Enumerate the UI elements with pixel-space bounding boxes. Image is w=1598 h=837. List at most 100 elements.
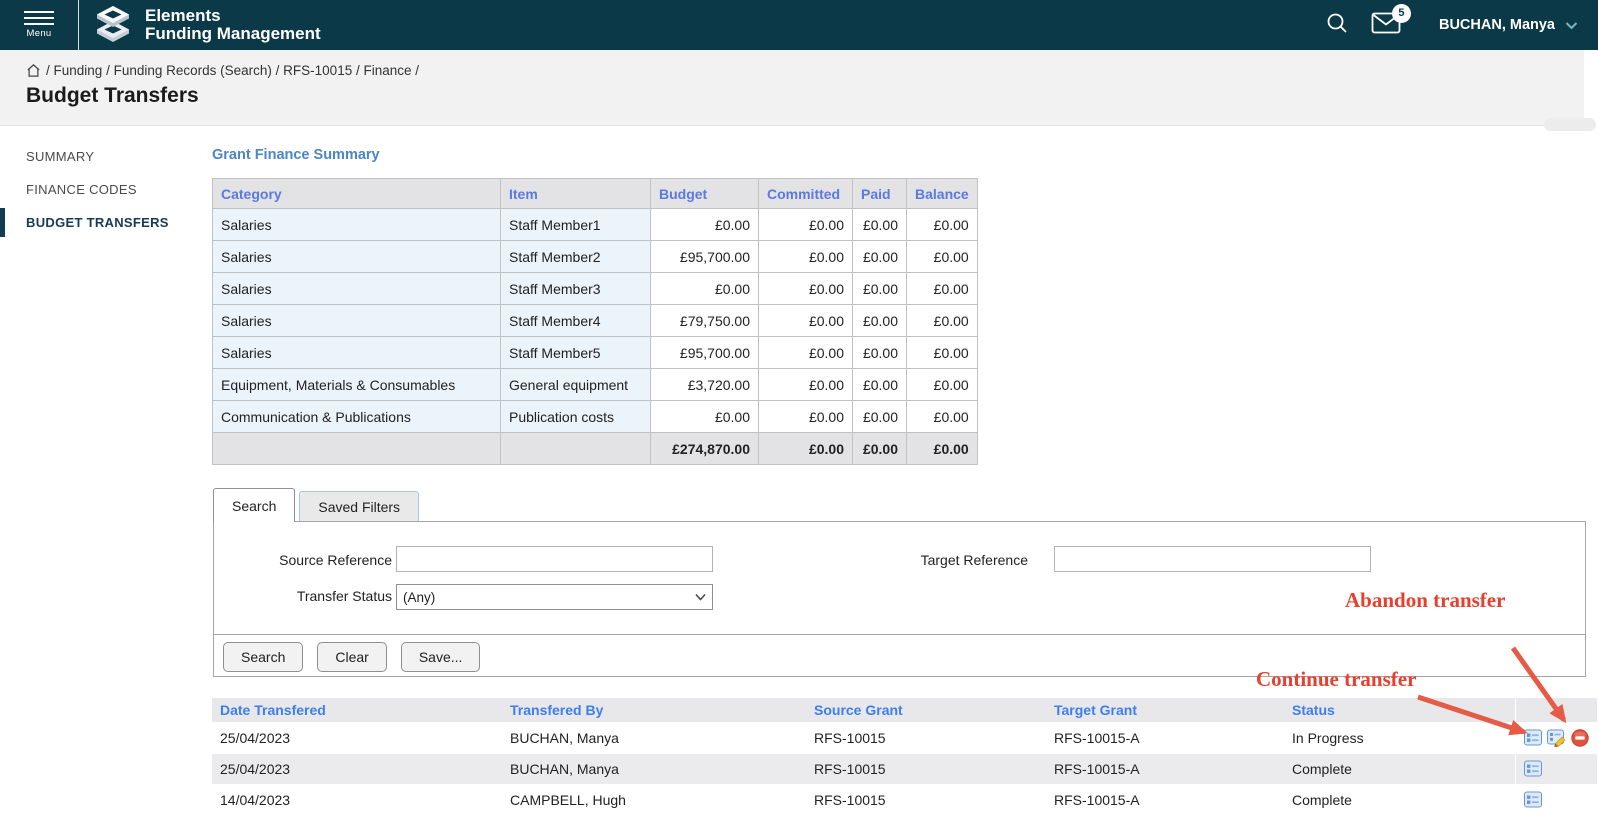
header-divider	[78, 0, 79, 50]
notification-badge: 5	[1391, 3, 1411, 23]
summary-column-category[interactable]: Category	[212, 178, 501, 209]
search-icon[interactable]	[1325, 11, 1349, 40]
view-details-button[interactable]	[1523, 791, 1542, 808]
summary-cell: £0.00	[852, 208, 907, 241]
summary-cell: £79,750.00	[650, 304, 759, 337]
sidebar: SUMMARY FINANCE CODES BUDGET TRANSFERS	[0, 140, 205, 239]
tab-saved-filters[interactable]: Saved Filters	[299, 491, 420, 522]
source-reference-input[interactable]	[396, 546, 713, 572]
summary-cell: Salaries	[212, 208, 501, 241]
summary-cell: Staff Member1	[500, 208, 651, 241]
summary-title: Grant Finance Summary	[212, 147, 380, 163]
transfer-row: 25/04/2023 BUCHAN, Manya RFS-10015 RFS-1001…	[212, 753, 1597, 785]
summary-row: Salaries Staff Member4 £79,750.00 £0.00 £0.0…	[212, 304, 978, 337]
summary-cell: £0.00	[650, 272, 759, 305]
user-name: BUCHAN, Manya	[1438, 17, 1555, 33]
summary-column-item[interactable]: Item	[500, 178, 651, 209]
summary-cell: £0.00	[758, 368, 853, 401]
summary-cell: Salaries	[212, 240, 501, 273]
results-column-source-grant[interactable]: Source Grant	[806, 698, 1046, 723]
target-reference-input[interactable]	[1054, 546, 1371, 572]
summary-cell: Salaries	[212, 336, 501, 369]
summary-cell: £0.00	[906, 336, 978, 369]
summary-cell: £0.00	[906, 400, 978, 433]
target-grant-cell: RFS-10015-A	[1046, 784, 1284, 816]
status-cell: In Progress	[1284, 722, 1515, 754]
sidebar-item-summary[interactable]: SUMMARY	[26, 149, 95, 164]
breadcrumb-separator: /	[102, 63, 114, 78]
source-grant-cell: RFS-10015	[806, 784, 1046, 816]
brand[interactable]: Elements Funding Management	[91, 4, 321, 46]
results-column-target-grant[interactable]: Target Grant	[1046, 698, 1284, 723]
breadcrumb-trail: / Funding / Funding Records (Search) / R…	[46, 63, 419, 78]
summary-cell: Equipment, Materials & Consumables	[212, 368, 501, 401]
summary-cell: Staff Member2	[500, 240, 651, 273]
continue-transfer-button[interactable]	[1546, 729, 1566, 747]
results-column-status[interactable]: Status	[1284, 698, 1515, 723]
breadcrumb: / Funding / Funding Records (Search) / R…	[26, 63, 419, 78]
user-menu[interactable]: BUCHAN, Manya	[1439, 17, 1578, 33]
summary-cell: £0.00	[906, 304, 978, 337]
brand-line2: Funding Management	[145, 24, 321, 43]
menu-button[interactable]: Menu	[0, 0, 78, 50]
app-header: Menu Elements Funding Management	[0, 0, 1598, 50]
summary-cell: Staff Member5	[500, 336, 651, 369]
summary-cell: Staff Member3	[500, 272, 651, 305]
view-details-icon	[1523, 729, 1542, 746]
sidebar-item-finance-codes[interactable]: FINANCE CODES	[26, 182, 137, 197]
results-column-transfered-by[interactable]: Transfered By	[502, 698, 806, 723]
summary-total-row: £274,870.00 £0.00 £0.00 £0.00	[212, 432, 978, 465]
summary-cell: £0.00	[650, 208, 759, 241]
abandon-transfer-button[interactable]	[1570, 728, 1589, 747]
summary-total-cell: £0.00	[852, 432, 907, 465]
results-column-actions	[1514, 698, 1597, 723]
breadcrumb-link[interactable]: Funding	[53, 63, 103, 78]
home-icon[interactable]	[26, 63, 41, 78]
breadcrumb-link[interactable]: RFS-10015	[283, 63, 353, 78]
results-header-row: Date Transfered Transfered By Source Grant…	[212, 698, 1597, 723]
save-button[interactable]: Save...	[400, 642, 481, 672]
transfer-status-select[interactable]: (Any)	[396, 584, 713, 610]
summary-cell: £0.00	[650, 400, 759, 433]
results-column-date-transfered[interactable]: Date Transfered	[212, 698, 502, 723]
search-buttons: Search Clear Save...	[223, 642, 481, 672]
grant-finance-summary-table: Category Item Budget Committed Paid Balance Sa…	[212, 178, 978, 465]
source-grant-cell: RFS-10015	[806, 753, 1046, 785]
summary-row: Communication & Publications Publication …	[212, 400, 978, 433]
summary-cell: Communication & Publications	[212, 400, 501, 433]
breadcrumb-separator: /	[46, 63, 54, 78]
view-details-button[interactable]	[1523, 760, 1542, 777]
abandon-transfer-icon	[1570, 728, 1589, 747]
summary-column-paid[interactable]: Paid	[852, 178, 907, 209]
summary-column-balance[interactable]: Balance	[906, 178, 978, 209]
view-details-button[interactable]	[1523, 729, 1542, 746]
summary-cell: £0.00	[906, 368, 978, 401]
search-button[interactable]: Search	[223, 642, 304, 672]
summary-total-cell	[212, 432, 501, 465]
view-details-icon	[1523, 760, 1542, 777]
summary-cell: £3,720.00	[650, 368, 759, 401]
summary-column-budget[interactable]: Budget	[650, 178, 759, 209]
tab-search[interactable]: Search	[213, 488, 296, 522]
summary-cell: £0.00	[758, 272, 853, 305]
scrollbar-thumb[interactable]	[1544, 118, 1596, 131]
right-gutter	[1584, 50, 1598, 126]
breadcrumb-link[interactable]: Finance	[363, 63, 412, 78]
actions-cell	[1514, 753, 1597, 785]
summary-cell: £0.00	[758, 336, 853, 369]
transfered-by-cell: BUCHAN, Manya	[502, 753, 806, 785]
summary-cell: £0.00	[758, 400, 853, 433]
summary-cell: £0.00	[852, 304, 907, 337]
date-transfered-cell: 25/04/2023	[212, 722, 502, 754]
breadcrumb-link[interactable]: Funding Records (Search)	[113, 63, 272, 78]
actions-cell	[1514, 722, 1597, 754]
transfer-row: 25/04/2023 BUCHAN, Manya RFS-10015 RFS-1001…	[212, 722, 1597, 754]
target-grant-cell: RFS-10015-A	[1046, 753, 1284, 785]
mail-icon[interactable]: 5	[1371, 3, 1411, 40]
action-icons	[1523, 728, 1589, 747]
breadcrumb-separator: /	[411, 63, 420, 78]
sidebar-item-budget-transfers[interactable]: BUDGET TRANSFERS	[0, 206, 205, 239]
summary-column-committed[interactable]: Committed	[758, 178, 853, 209]
summary-cell: General equipment	[500, 368, 651, 401]
clear-button[interactable]: Clear	[317, 642, 387, 672]
